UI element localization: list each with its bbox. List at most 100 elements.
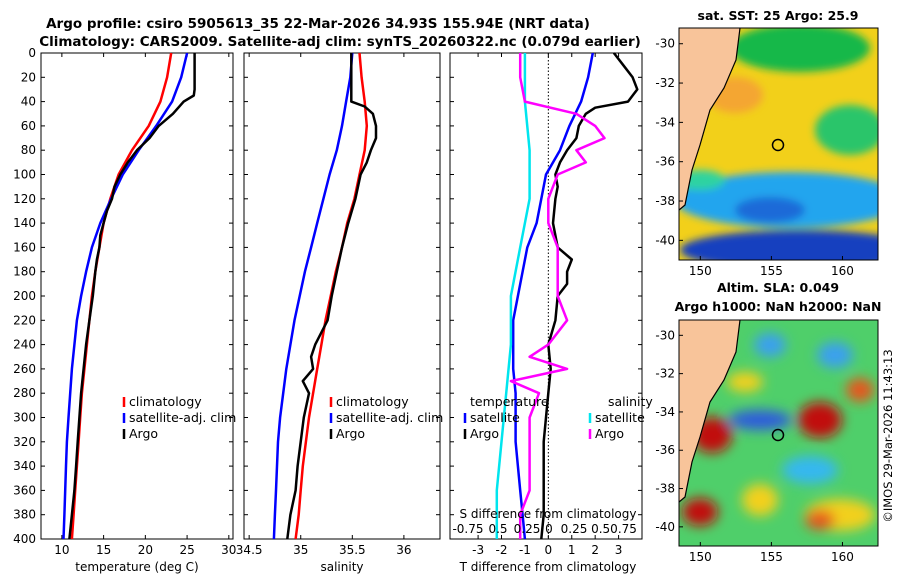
x-tick-label: 20	[138, 543, 153, 557]
legend-label-satellite: satellite-adj. clim	[336, 410, 443, 425]
difference-legend: temperature salinity satellite Argo sate…	[463, 394, 653, 441]
series-argo	[68, 53, 196, 540]
salinity-plot: 34.5 35 35.5 36	[236, 52, 412, 557]
depth-tick-label: 300	[13, 411, 36, 425]
depth-tick-label: 260	[13, 362, 36, 376]
salinity-xlabel: salinity	[320, 560, 363, 574]
map-y-tick-label: -36	[655, 155, 675, 169]
map-x-tick-label: 150	[689, 264, 712, 278]
x-tick-label: 3	[615, 543, 623, 557]
depth-tick-label: 60	[21, 119, 36, 133]
sst-land	[679, 28, 740, 210]
depth-tick-label: 240	[13, 338, 36, 352]
x-tick-label: 0	[545, 543, 553, 557]
legend-label-argo: Argo	[129, 426, 158, 441]
sst-map-title: sat. SST: 25 Argo: 25.9	[698, 8, 859, 23]
sst-map-field	[679, 28, 878, 260]
sla-blue-band	[728, 410, 792, 430]
x-tick-label: 15	[96, 543, 111, 557]
map-y-tick-label: -38	[655, 194, 675, 208]
sla-orange-se	[805, 510, 835, 530]
sst-map-ticks: 150 155 160 -30 -32 -34 -36 -38 -40	[655, 37, 854, 278]
depth-tick-label: 0	[28, 46, 36, 60]
depth-tick-label: 380	[13, 508, 36, 522]
temperature-xlabel: temperature (deg C)	[75, 560, 198, 574]
x-tick-label: -3	[472, 543, 484, 557]
sst-float-marker	[771, 138, 785, 152]
map-y-tick-label: -40	[655, 520, 675, 534]
x-tick-label: -2	[496, 543, 508, 557]
title-line2: Climatology: CARS2009. Satellite-adj cli…	[39, 34, 641, 50]
x-tick-label: 1	[568, 543, 576, 557]
series-temperature-argo	[540, 52, 639, 540]
legend-label-s-satellite: satellite	[595, 410, 645, 425]
depth-tick-label: 400	[13, 532, 36, 546]
depth-tick-label: 360	[13, 483, 36, 497]
sst-green-east	[815, 105, 878, 155]
x-tick-label: 30	[221, 543, 236, 557]
imos-timestamp: ©IMOS 29-Mar-2026 11:43:13	[881, 349, 895, 522]
sla-map-title-line2: Argo h1000: NaN h2000: NaN	[675, 299, 882, 314]
temperature-plot: 10 15 20 25 30	[54, 52, 236, 557]
sla-yellow-1	[727, 372, 763, 392]
sst-coastline	[679, 28, 741, 211]
depth-tick-label: 220	[13, 313, 36, 327]
x-tick-label: 35.5	[339, 543, 366, 557]
salinity-legend: climatology satellite-adj. clim Argo	[329, 394, 443, 441]
x-tick-label: 34.5	[236, 543, 263, 557]
x-tick-label: 25	[179, 543, 194, 557]
map-y-tick-label: -40	[655, 233, 675, 247]
series-temperature-satellite	[511, 52, 595, 540]
difference-plot: -3 -2 -1 0 1 2 3	[472, 52, 639, 557]
map-y-tick-label: -34	[655, 405, 675, 419]
sla-yellow-south	[742, 484, 778, 516]
title-line1: Argo profile: csiro 5905613_35 22-Mar-20…	[46, 16, 590, 32]
legend-label-t-argo: Argo	[470, 426, 499, 441]
depth-tick-label: 200	[13, 289, 36, 303]
sla-coastline	[679, 320, 741, 503]
temperature-legend: climatology satellite-adj. clim Argo	[122, 394, 236, 441]
s-tick-label: 0	[545, 522, 553, 536]
sla-map-title-line1: Altim. SLA: 0.049	[717, 280, 839, 295]
s-tick-label: -0.75	[452, 522, 483, 536]
depth-tick-label: 160	[13, 240, 36, 254]
sla-cyan-north	[754, 333, 786, 357]
s-tick-label: 0.5	[488, 522, 507, 536]
series-argo	[286, 53, 378, 540]
map-x-tick-label: 160	[831, 550, 854, 564]
series-salinity-argo	[509, 53, 606, 539]
s-tick-label: 0.50.75	[591, 522, 637, 536]
map-y-tick-label: -30	[655, 37, 675, 51]
map-x-tick-label: 150	[689, 550, 712, 564]
depth-tick-label: 40	[21, 95, 36, 109]
x-tick-label: 10	[54, 543, 69, 557]
depth-tick-label: 80	[21, 143, 36, 157]
depth-tick-label: 180	[13, 265, 36, 279]
legend-label-t-satellite: satellite	[470, 410, 520, 425]
sla-cyan-ne	[817, 342, 853, 368]
sla-float-marker	[771, 428, 785, 442]
map-y-tick-label: -38	[655, 482, 675, 496]
depth-axis: 0 20 40 60 80 100 120 140 160 180 200 220 240 260 280 3…	[13, 46, 642, 546]
x-tick-label: 2	[591, 543, 599, 557]
map-x-tick-label: 155	[760, 550, 783, 564]
legend-label-s-argo: Argo	[595, 426, 624, 441]
sst-green-north	[730, 28, 870, 72]
sla-red-east	[798, 402, 842, 438]
sla-red-sw	[682, 498, 718, 526]
difference-axes-frame	[449, 52, 643, 540]
sla-orange-ne	[846, 378, 874, 402]
legend-title-salinity: salinity	[608, 394, 653, 409]
series-salinity-satellite	[495, 53, 531, 539]
s-tick-label: 0.25	[514, 522, 541, 536]
x-tick-label: -1	[519, 543, 531, 557]
map-x-tick-label: 155	[760, 264, 783, 278]
x-tick-label: 36	[396, 543, 411, 557]
series-satellite-adj-clim	[272, 52, 354, 540]
legend-title-temperature: temperature	[470, 394, 549, 409]
sla-map-frame	[678, 319, 879, 547]
depth-tick-label: 20	[21, 70, 36, 84]
depth-tick-label: 340	[13, 459, 36, 473]
s-difference-label: S difference from climatology	[460, 507, 637, 521]
